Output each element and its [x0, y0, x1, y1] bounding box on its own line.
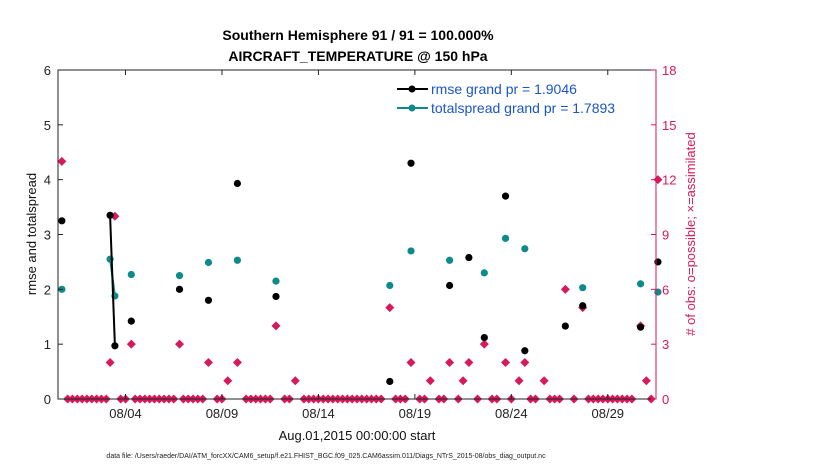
obs-count-marker [425, 376, 435, 386]
x-tick-label: 08/29 [592, 406, 625, 421]
obs-count-marker [479, 339, 489, 349]
obs-count-marker [105, 357, 115, 367]
obs-count-marker [445, 357, 455, 367]
chart-title-line-2: AIRCRAFT_TEMPERATURE @ 150 hPa [228, 48, 487, 64]
obs-count-marker [232, 357, 242, 367]
y-axis-left: 0 1 2 3 4 5 6 [44, 63, 63, 407]
legend-rmse-marker [408, 85, 416, 93]
obs-count-marker [203, 357, 213, 367]
totalspread-point [386, 281, 394, 290]
y-tick-label-right: 6 [662, 282, 669, 297]
legend-box [393, 78, 653, 120]
y-axis-label-left: rmse and totalspread [24, 173, 39, 295]
x-axis: 08/04 08/09 08/14 08/19 08/24 08/29 [109, 70, 624, 421]
obs-count-marker [126, 339, 136, 349]
rmse-point [386, 377, 394, 386]
obs-count-marker [406, 357, 416, 367]
obs-count-marker [464, 357, 474, 367]
obs-count-marker [514, 376, 524, 386]
x-axis-label: Aug.01,2015 00:00:00 start [279, 428, 436, 443]
x-tick-label: 08/09 [206, 406, 239, 421]
obs-count-marker [175, 339, 185, 349]
rmse-point [654, 258, 662, 266]
x-tick-label: 08/24 [495, 406, 528, 421]
y-tick-label-right: 12 [662, 173, 676, 188]
rmse-point [58, 217, 66, 225]
chart-title-line-1: Southern Hemisphere 91 / 91 = 100.000% [222, 27, 494, 43]
totalspread-point [579, 284, 587, 292]
y-tick-label-right: 3 [662, 337, 669, 352]
rmse-point [204, 296, 213, 304]
legend-rmse-label: rmse grand pr = 1.9046 [431, 81, 577, 97]
rmse-point [480, 333, 488, 342]
rmse-point [501, 192, 510, 200]
chart-title: Southern Hemisphere 91 / 91 = 100.000% A… [222, 27, 494, 64]
legend-spread-label: totalspread grand pr = 1.7893 [431, 100, 615, 116]
y-tick-label-left: 2 [44, 282, 51, 297]
y-tick-label-right: 0 [662, 392, 669, 407]
rmse-point [521, 347, 529, 355]
y-tick-label-left: 1 [44, 337, 51, 352]
y-tick-label-left: 4 [44, 173, 51, 188]
x-tick-label: 08/04 [109, 406, 142, 421]
totalspread-point [636, 280, 645, 288]
rmse-point [636, 323, 645, 331]
obs-count-marker [560, 284, 570, 294]
y-tick-label-left: 5 [44, 118, 51, 133]
obs-count-marker [290, 376, 300, 386]
totalspread-point [204, 258, 213, 267]
totalspread-point [521, 245, 529, 253]
legend-spread-marker [408, 104, 416, 112]
footnote: data file: /Users/raeder/DAI/ATM_forcXX/… [106, 453, 546, 460]
totalspread-point [175, 272, 184, 280]
obs-count-marker [271, 321, 281, 331]
obs-count-marker [520, 357, 530, 367]
obs-count-marker [223, 376, 233, 386]
legend: rmse grand pr = 1.9046 totalspread grand… [393, 78, 653, 120]
rmse-point [175, 285, 184, 293]
x-tick-label: 08/19 [399, 406, 432, 421]
totalspread-point [127, 270, 135, 279]
obs-count-marker [501, 357, 511, 367]
y-tick-label-right: 18 [662, 63, 676, 78]
rmse-point [127, 317, 135, 325]
rmse-line [109, 215, 116, 346]
y-tick-label-right: 9 [662, 228, 669, 243]
y-tick-label-left: 3 [44, 228, 51, 243]
totalspread-point [445, 256, 454, 264]
y-tick-label-left: 6 [44, 63, 51, 78]
rmse-point [407, 159, 415, 167]
obs-count-marker [57, 156, 67, 166]
y-axis-right: 0 3 6 9 12 15 18 [651, 63, 676, 407]
obs-count-marker [539, 376, 549, 386]
rmse-point [233, 179, 241, 188]
y-axis-label-right: # of obs: o=possible; ×=assimilated [683, 132, 698, 335]
totalspread-point [272, 277, 280, 285]
rmse-point [272, 292, 280, 301]
x-tick-label: 08/14 [302, 406, 335, 421]
rmse-point [445, 281, 454, 290]
totalspread-point [233, 256, 241, 264]
plot-area [58, 70, 656, 399]
rmse-point [579, 302, 587, 310]
y-tick-label-right: 15 [662, 118, 676, 133]
rmse-point [561, 322, 569, 330]
obs-count-marker [641, 376, 651, 386]
obs-count-marker [458, 376, 468, 386]
rmse-point [111, 342, 119, 350]
rmse-point [465, 253, 473, 262]
totalspread-point [501, 234, 510, 242]
totalspread-point [407, 247, 415, 255]
y-tick-label-left: 0 [44, 392, 51, 407]
totalspread-point [480, 269, 488, 277]
obs-count-marker [385, 303, 395, 313]
rmse-point [106, 211, 114, 219]
